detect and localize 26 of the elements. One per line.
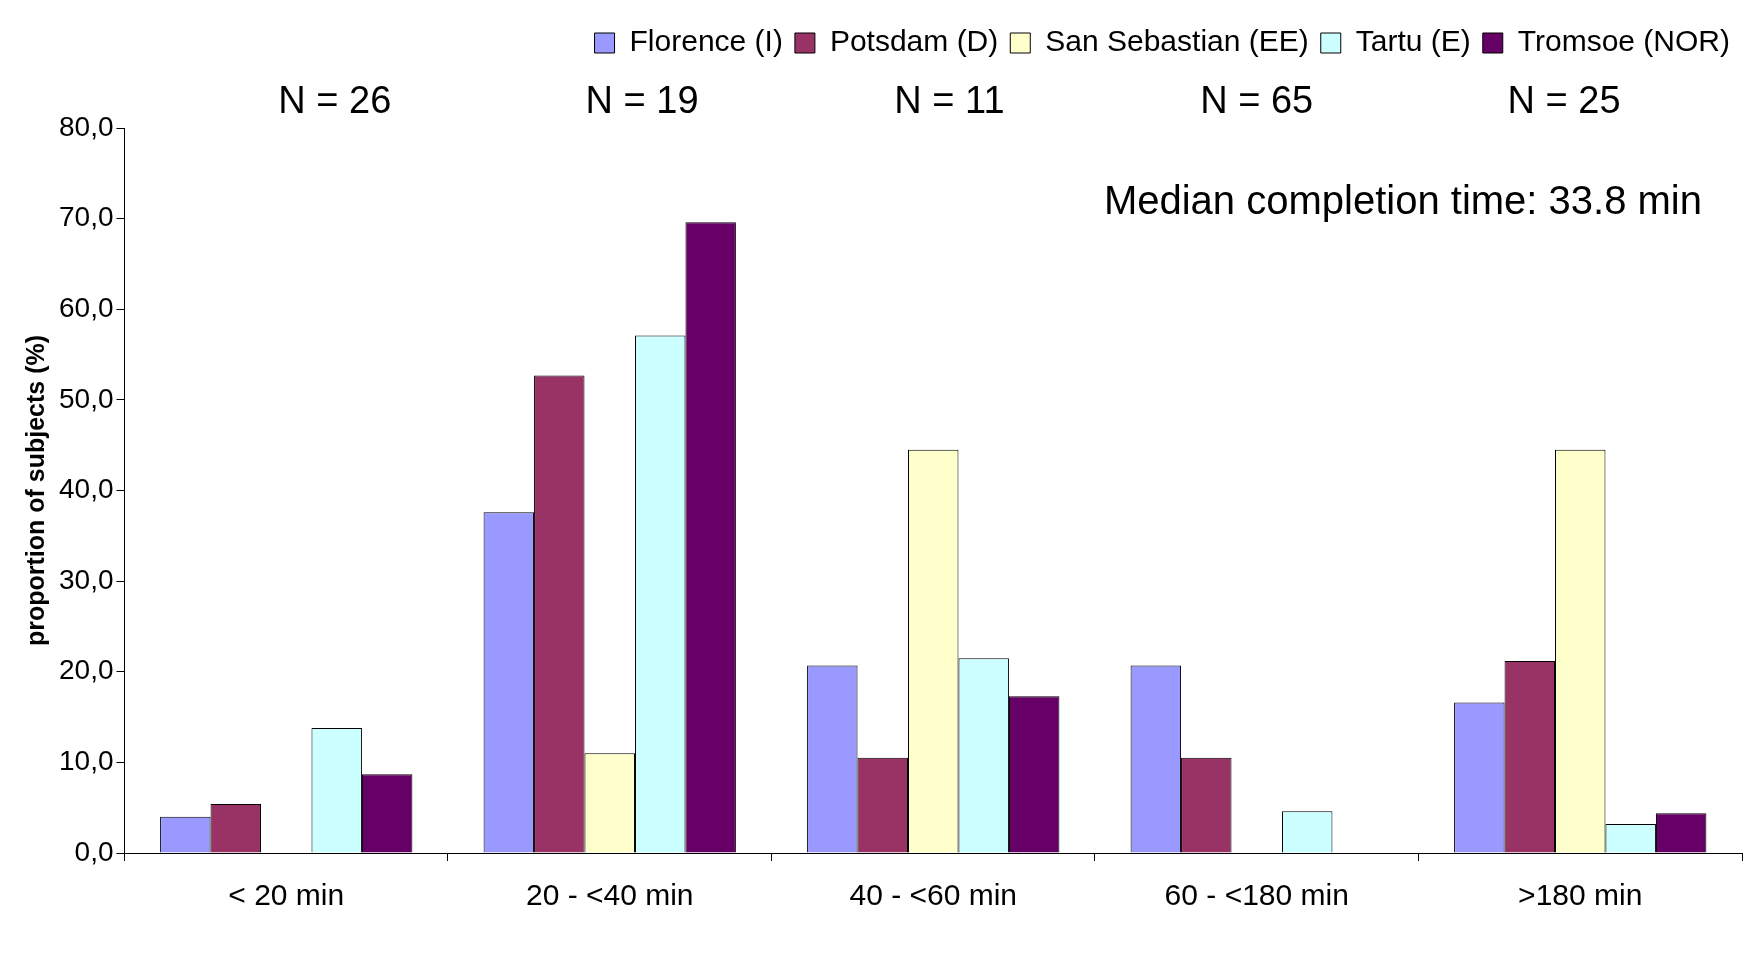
y-tick-label: 80,0 [59,110,114,142]
text: N = 65 [1200,79,1314,122]
x-tick-label: < 20 min [228,878,345,912]
x-tick-label: 40 - <60 min [849,878,1018,912]
y-tick-label: 10,0 [59,745,114,777]
annotation: Median completion time: 33.8 min [1103,178,1702,223]
text: N = 19 [585,79,699,122]
legend-label: Tromsoe (NOR) [1517,24,1731,58]
y-tick-label: 60,0 [59,291,114,323]
text: N = 25 [1507,79,1621,122]
legend-label: Tartu (E) [1355,24,1471,58]
x-tick-label: 60 - <180 min [1164,878,1349,912]
x-tick-label: >180 min [1518,878,1643,912]
y-tick-label: 50,0 [59,382,114,414]
y-axis-title: proportion of subjects (%) [20,334,49,647]
y-tick-label: 20,0 [59,654,114,686]
y-tick-label: 40,0 [59,473,114,505]
y-tick-label: 0,0 [74,835,114,867]
legend-label: Florence (I) [629,24,783,58]
text: N = 26 [278,79,392,122]
y-tick-label: 70,0 [59,201,114,233]
text: N = 11 [894,79,1005,122]
legend-label: San Sebastian (EE) [1045,24,1309,58]
x-tick-label: 20 - <40 min [525,878,694,912]
legend-label: Potsdam (D) [829,24,999,58]
y-tick-label: 30,0 [59,563,114,595]
